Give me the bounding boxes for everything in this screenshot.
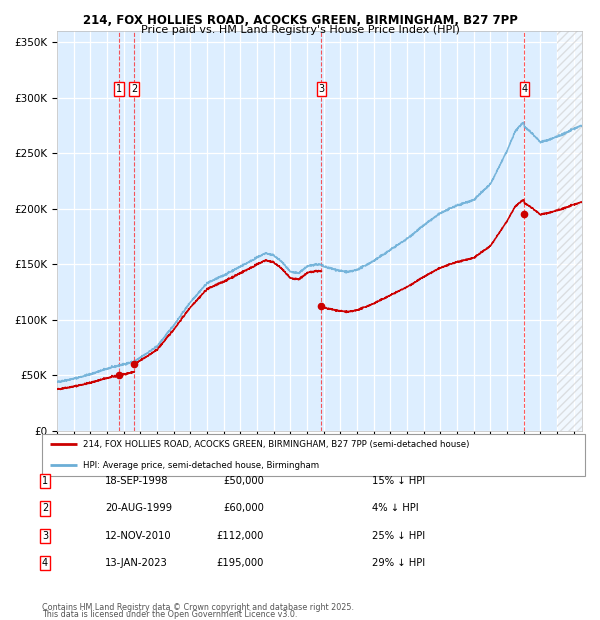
Text: 12-NOV-2010: 12-NOV-2010 bbox=[105, 531, 172, 541]
Text: 1: 1 bbox=[42, 476, 48, 486]
Text: 29% ↓ HPI: 29% ↓ HPI bbox=[372, 558, 425, 568]
Text: Price paid vs. HM Land Registry's House Price Index (HPI): Price paid vs. HM Land Registry's House … bbox=[140, 25, 460, 35]
Text: 214, FOX HOLLIES ROAD, ACOCKS GREEN, BIRMINGHAM, B27 7PP: 214, FOX HOLLIES ROAD, ACOCKS GREEN, BIR… bbox=[83, 14, 517, 27]
Text: 13-JAN-2023: 13-JAN-2023 bbox=[105, 558, 168, 568]
Text: 214, FOX HOLLIES ROAD, ACOCKS GREEN, BIRMINGHAM, B27 7PP (semi-detached house): 214, FOX HOLLIES ROAD, ACOCKS GREEN, BIR… bbox=[83, 440, 469, 449]
Text: £50,000: £50,000 bbox=[223, 476, 264, 486]
Text: 3: 3 bbox=[319, 84, 325, 94]
Text: HPI: Average price, semi-detached house, Birmingham: HPI: Average price, semi-detached house,… bbox=[83, 461, 319, 470]
Text: 25% ↓ HPI: 25% ↓ HPI bbox=[372, 531, 425, 541]
Bar bbox=[557, 31, 582, 431]
Text: 4: 4 bbox=[521, 84, 527, 94]
Text: 20-AUG-1999: 20-AUG-1999 bbox=[105, 503, 172, 513]
Text: 18-SEP-1998: 18-SEP-1998 bbox=[105, 476, 169, 486]
Text: 2: 2 bbox=[42, 503, 48, 513]
FancyBboxPatch shape bbox=[42, 434, 585, 476]
Text: £60,000: £60,000 bbox=[223, 503, 264, 513]
Text: 4: 4 bbox=[42, 558, 48, 568]
Text: 1: 1 bbox=[116, 84, 122, 94]
Text: 15% ↓ HPI: 15% ↓ HPI bbox=[372, 476, 425, 486]
Text: This data is licensed under the Open Government Licence v3.0.: This data is licensed under the Open Gov… bbox=[42, 610, 298, 619]
Text: 2: 2 bbox=[131, 84, 137, 94]
Text: 3: 3 bbox=[42, 531, 48, 541]
Text: Contains HM Land Registry data © Crown copyright and database right 2025.: Contains HM Land Registry data © Crown c… bbox=[42, 603, 354, 612]
Text: 4% ↓ HPI: 4% ↓ HPI bbox=[372, 503, 419, 513]
Text: £112,000: £112,000 bbox=[217, 531, 264, 541]
Text: £195,000: £195,000 bbox=[217, 558, 264, 568]
